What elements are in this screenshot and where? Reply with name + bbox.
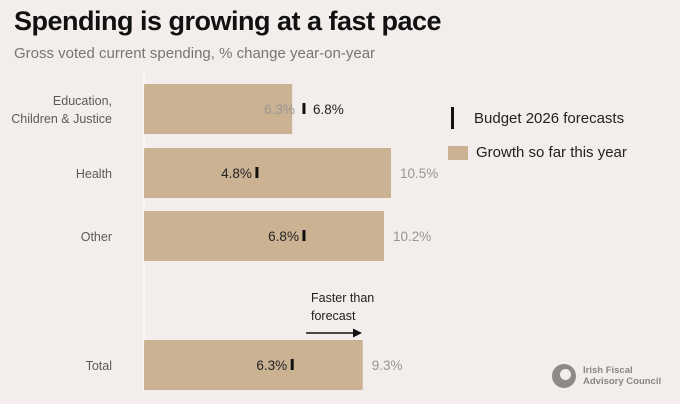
category-label: Total <box>86 359 112 373</box>
growth-value-label: 6.3% <box>264 102 295 117</box>
forecast-value-label: 6.8% <box>268 229 299 244</box>
legend-label-growth: Growth so far this year <box>476 144 627 161</box>
annotation-line-2: forecast <box>311 309 356 323</box>
annotation-arrow-head-icon <box>353 328 362 338</box>
growth-value-label: 10.2% <box>393 229 431 244</box>
growth-swatch-icon <box>448 145 468 160</box>
growth-bar <box>144 340 363 390</box>
forecast-value-label: 6.3% <box>256 358 287 373</box>
growth-value-label: 9.3% <box>372 358 403 373</box>
forecast-value-label: 4.8% <box>221 166 252 181</box>
logo-line-2: Advisory Council <box>583 376 662 387</box>
forecast-marker <box>290 359 294 370</box>
chart-title: Spending is growing at a fast pace <box>14 6 442 36</box>
forecast-marker <box>302 230 306 241</box>
category-label: Health <box>76 167 112 181</box>
ifac-logo-icon <box>552 364 576 388</box>
growth-bar <box>144 148 391 198</box>
legend-item-forecast: Budget 2026 forecasts <box>448 107 624 129</box>
growth-value-label: 10.5% <box>400 166 438 181</box>
forecast-marker <box>302 103 306 114</box>
legend-item-growth: Growth so far this year <box>448 144 627 161</box>
category-label: Education, Children & Justice <box>11 94 112 126</box>
category-label: Other <box>81 230 112 244</box>
forecast-value-label: 6.8% <box>313 102 344 117</box>
logo: Irish Fiscal Advisory Council <box>552 364 661 388</box>
logo-line-1: Irish Fiscal <box>583 365 633 376</box>
chart-subtitle: Gross voted current spending, % change y… <box>14 45 376 62</box>
growth-bar <box>144 84 293 134</box>
forecast-marker-icon <box>451 107 454 129</box>
growth-bar <box>144 211 384 261</box>
legend-label-forecast: Budget 2026 forecasts <box>474 109 625 127</box>
forecast-marker <box>255 167 259 178</box>
annotation-line-1: Faster than <box>311 291 374 305</box>
